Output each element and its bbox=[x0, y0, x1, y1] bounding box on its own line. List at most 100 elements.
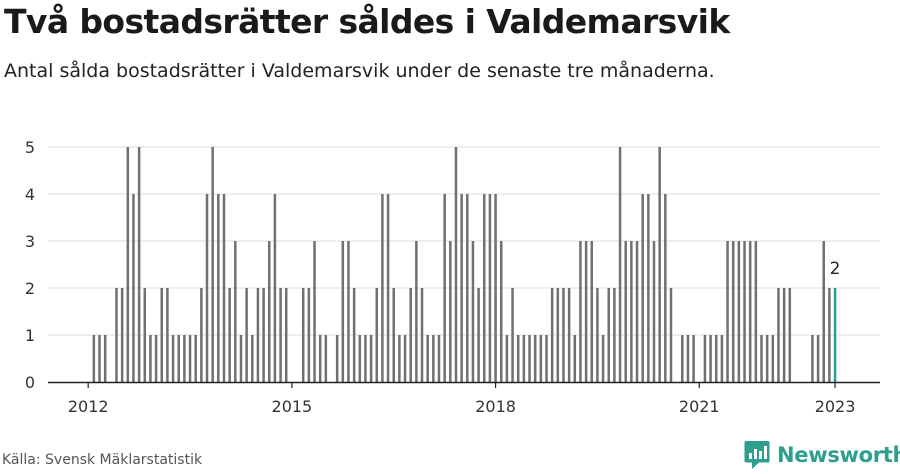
bar bbox=[369, 335, 373, 382]
bar bbox=[454, 147, 458, 382]
y-tick-label: 0 bbox=[25, 373, 35, 392]
bar bbox=[251, 335, 254, 382]
bar bbox=[262, 288, 265, 382]
bar bbox=[268, 241, 271, 382]
bar bbox=[539, 335, 543, 382]
bar bbox=[177, 335, 180, 382]
bar bbox=[618, 147, 622, 382]
bar bbox=[279, 288, 282, 382]
bar bbox=[664, 194, 667, 382]
bar bbox=[245, 288, 248, 382]
x-tick-label: 2018 bbox=[475, 397, 516, 416]
bar bbox=[635, 241, 639, 382]
bar bbox=[194, 335, 197, 382]
bar bbox=[471, 241, 475, 382]
bar bbox=[528, 335, 531, 382]
y-tick-label: 1 bbox=[25, 326, 35, 345]
bar bbox=[613, 288, 616, 382]
bar bbox=[166, 288, 169, 382]
source-note: Källa: Svensk Mäklarstatistik bbox=[2, 452, 203, 468]
bar bbox=[92, 335, 96, 382]
bar bbox=[533, 335, 537, 382]
y-tick-label: 4 bbox=[25, 185, 35, 204]
bar bbox=[403, 335, 407, 382]
bar bbox=[143, 288, 147, 382]
bar bbox=[754, 241, 758, 382]
bar bbox=[624, 241, 627, 382]
bar bbox=[188, 335, 192, 382]
bar bbox=[375, 288, 379, 382]
bar bbox=[477, 288, 480, 382]
bar bbox=[307, 288, 311, 382]
bar bbox=[228, 288, 231, 382]
bar bbox=[550, 288, 554, 382]
bar bbox=[103, 335, 107, 382]
bar bbox=[777, 288, 780, 382]
bar bbox=[239, 335, 243, 382]
bar bbox=[669, 288, 673, 382]
brand-name: Newsworthy bbox=[777, 443, 900, 467]
bar bbox=[771, 335, 775, 382]
bar bbox=[115, 288, 118, 382]
bar bbox=[98, 335, 101, 382]
bar bbox=[499, 241, 503, 382]
bar bbox=[731, 241, 735, 382]
bar bbox=[160, 288, 164, 382]
bar bbox=[709, 335, 712, 382]
bar bbox=[760, 335, 763, 382]
bar bbox=[120, 288, 124, 382]
bar bbox=[352, 288, 356, 382]
bar bbox=[788, 288, 792, 382]
bar bbox=[505, 335, 509, 382]
bar bbox=[358, 335, 362, 382]
bar bbox=[381, 194, 384, 382]
bar bbox=[822, 241, 825, 382]
bar bbox=[443, 194, 446, 382]
bar bbox=[437, 335, 441, 382]
bar bbox=[211, 147, 214, 382]
bar bbox=[284, 288, 288, 382]
bar bbox=[488, 194, 492, 382]
bar bbox=[392, 288, 395, 382]
x-tick-label: 2015 bbox=[272, 397, 313, 416]
bar bbox=[273, 194, 277, 382]
bar bbox=[720, 335, 724, 382]
bar bbox=[137, 147, 141, 382]
bar bbox=[562, 288, 565, 382]
bar bbox=[132, 194, 135, 382]
bar bbox=[726, 241, 729, 382]
bar bbox=[545, 335, 548, 382]
bar bbox=[386, 194, 390, 382]
bar bbox=[686, 335, 690, 382]
bar bbox=[483, 194, 486, 382]
bar bbox=[171, 335, 175, 382]
bar bbox=[234, 241, 237, 382]
bar bbox=[301, 288, 305, 382]
bar bbox=[556, 288, 560, 382]
bar bbox=[601, 335, 605, 382]
bar bbox=[324, 335, 328, 382]
bar bbox=[313, 241, 316, 382]
y-tick-label: 2 bbox=[25, 279, 35, 298]
bar-highlight bbox=[833, 288, 837, 382]
bar bbox=[154, 335, 158, 382]
bar bbox=[466, 194, 469, 382]
bar bbox=[511, 288, 514, 382]
bar bbox=[318, 335, 322, 382]
bar bbox=[449, 241, 452, 382]
bar bbox=[607, 288, 610, 382]
brand-logo[interactable]: Newsworthy bbox=[744, 440, 900, 470]
bar bbox=[432, 335, 435, 382]
bar bbox=[596, 288, 599, 382]
x-tick-label: 2012 bbox=[68, 397, 109, 416]
bar bbox=[516, 335, 520, 382]
bar bbox=[811, 335, 814, 382]
bar bbox=[426, 335, 429, 382]
bar bbox=[567, 288, 571, 382]
bar bbox=[782, 288, 786, 382]
bar bbox=[743, 241, 746, 382]
bar bbox=[641, 194, 644, 382]
bar bbox=[256, 288, 260, 382]
bar bbox=[364, 335, 367, 382]
